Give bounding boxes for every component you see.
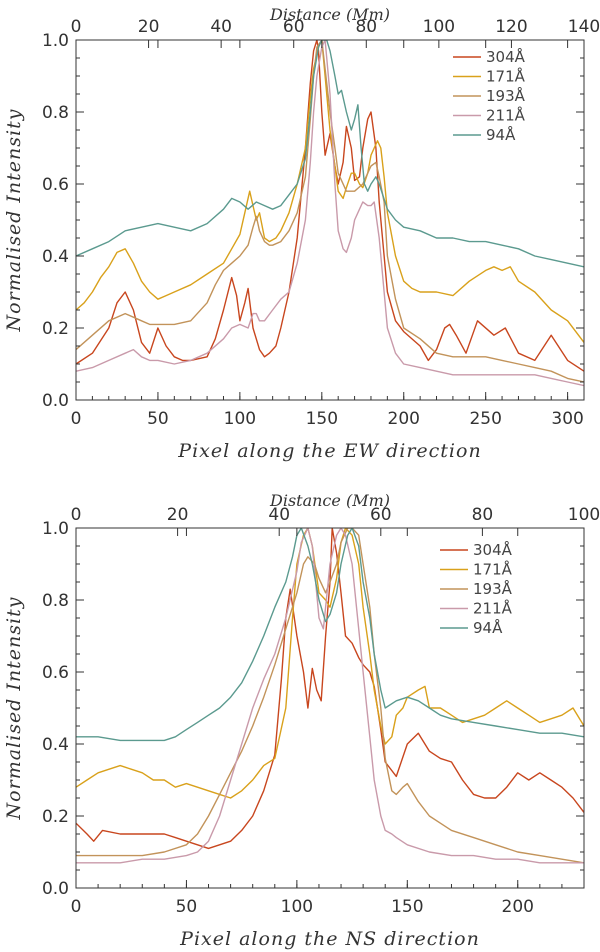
y-tick-label: 0.6 — [42, 663, 69, 683]
chart-panel-1: 0 50 100 150 200 250 300 0 20 40 60 80 100 120 140 0.0 0… — [3, 5, 600, 462]
y-axis-title: Normalised Intensity — [3, 597, 25, 821]
series-line-171A — [76, 40, 584, 343]
y-tick-label: 1.0 — [42, 519, 69, 539]
legend-label: 211Å — [473, 599, 513, 618]
x-tick-label: 0 — [71, 897, 82, 917]
series-line-94A — [76, 40, 584, 268]
legend-label: 304Å — [486, 47, 526, 66]
series-line-193A — [76, 528, 584, 864]
y-tick-label: 0.2 — [42, 319, 69, 339]
legend-label: 211Å — [486, 106, 526, 125]
x2-tick-label: 100 — [423, 17, 455, 37]
y-axis-title: Normalised Intensity — [3, 109, 25, 333]
x2-tick-label: 40 — [210, 17, 232, 37]
legend-label: 171Å — [486, 67, 526, 86]
y-tick-label: 0.0 — [42, 879, 69, 899]
y-tick-label: 0.8 — [42, 591, 69, 611]
x-tick-label: 300 — [551, 409, 583, 429]
x2-axis-title: Distance (Mm) — [269, 5, 390, 24]
x2-tick-label: 100 — [568, 505, 600, 525]
x-tick-label: 250 — [469, 409, 501, 429]
legend-label: 94Å — [473, 618, 503, 637]
y-tick-label: 0.4 — [42, 247, 69, 267]
x2-tick-label: 140 — [568, 17, 600, 37]
series-group — [76, 40, 584, 387]
x-tick-label: 100 — [224, 409, 256, 429]
x-tick-label: 100 — [281, 897, 313, 917]
x2-tick-label: 0 — [71, 17, 82, 37]
x2-axis-title: Distance (Mm) — [269, 491, 390, 510]
legend-label: 94Å — [486, 125, 516, 144]
x-tick-label: 150 — [391, 897, 423, 917]
x-tick-label: 200 — [388, 409, 420, 429]
y-tick-label: 0.6 — [42, 175, 69, 195]
x-axis-title: Pixel along the NS direction — [179, 928, 480, 950]
x2-tick-label: 20 — [167, 505, 189, 525]
x-tick-label: 150 — [306, 409, 338, 429]
y-tick-label: 0.8 — [42, 103, 69, 123]
series-line-94A — [76, 528, 584, 742]
x-tick-label: 50 — [147, 409, 169, 429]
y-tick-label: 0.2 — [42, 807, 69, 827]
x-axis-title: Pixel along the EW direction — [177, 440, 481, 462]
series-line-304A — [76, 528, 584, 850]
series-group — [76, 528, 584, 864]
y-tick-label: 1.0 — [42, 31, 69, 51]
legend-label: 193Å — [486, 86, 526, 105]
x2-tick-label: 0 — [71, 505, 82, 525]
x2-tick-label: 80 — [472, 505, 494, 525]
series-line-211A — [76, 528, 584, 864]
x-tick-label: 0 — [71, 409, 82, 429]
series-line-211A — [76, 40, 584, 387]
x2-tick-label: 40 — [268, 505, 290, 525]
legend-label: 171Å — [473, 560, 513, 579]
y-tick-label: 0.4 — [42, 735, 69, 755]
y-tick-label: 0.0 — [42, 391, 69, 411]
x2-tick-label: 60 — [370, 505, 392, 525]
x2-tick-label: 80 — [355, 17, 377, 37]
x2-tick-label: 120 — [495, 17, 527, 37]
x2-tick-label: 20 — [138, 17, 160, 37]
legend-label: 193Å — [473, 579, 513, 598]
legend-label: 304Å — [473, 540, 513, 559]
x-tick-label: 50 — [176, 897, 198, 917]
x2-tick-label: 60 — [283, 17, 305, 37]
x-tick-label: 200 — [502, 897, 534, 917]
chart-panel-2: 0 50 100 150 200 0 20 40 60 80 100 0.0 0.2 0.4 0.6 0.8 1… — [3, 491, 600, 950]
